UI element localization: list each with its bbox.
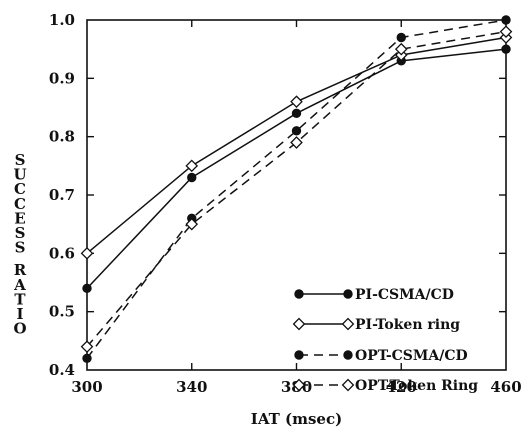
legend: PI-CSMA/CD PI-Token ring OPT-CSMA/CD OPT-To… (292, 287, 478, 394)
data-point (80, 247, 94, 260)
series-opt-csma-cd (82, 15, 511, 364)
x-tick-label: 300 (71, 378, 102, 396)
legend-marker-left (294, 350, 304, 360)
legend-item: PI-Token ring (292, 317, 460, 333)
legend-marker-right (341, 317, 355, 331)
data-point (290, 95, 303, 108)
legend-label: PI-CSMA/CD (355, 287, 454, 303)
legend-marker-left (292, 317, 306, 331)
legend-item: OPT-Token Ring (292, 378, 478, 394)
y-tick-label: 0.8 (49, 128, 75, 146)
data-point (185, 159, 199, 173)
data-point (291, 108, 302, 119)
data-point (499, 25, 513, 38)
x-tick-label: 420 (386, 378, 417, 396)
plot-axes: 3003403804204600.40.50.60.70.80.91.0IAT … (13, 11, 521, 428)
data-point (185, 217, 199, 231)
legend-marker-right (341, 378, 355, 392)
data-point (187, 172, 197, 183)
legend-item: PI-CSMA/CD (294, 287, 454, 303)
y-tick-label: 1.0 (49, 11, 75, 29)
legend-marker-left (292, 378, 306, 392)
data-point (82, 283, 92, 294)
series-layer (80, 15, 513, 364)
y-tick-label: 0.4 (49, 361, 75, 379)
series-line (86, 30, 507, 348)
legend-marker-left (294, 289, 304, 299)
data-point (291, 126, 302, 136)
y-tick-label: 0.7 (49, 186, 75, 204)
legend-marker-right (343, 289, 353, 299)
data-point (501, 15, 511, 25)
y-tick-label: 0.5 (49, 303, 75, 321)
y-tick-label: 0.6 (49, 244, 75, 262)
data-point (501, 44, 511, 54)
series-line (86, 19, 507, 359)
legend-marker-right (343, 350, 353, 360)
series-line (86, 48, 507, 289)
data-point (290, 136, 303, 149)
x-axis-title: IAT (msec) (251, 410, 342, 428)
legend-label: OPT-CSMA/CD (355, 348, 468, 364)
series-pi-csma-cd (82, 44, 511, 294)
data-point (394, 42, 408, 56)
legend-label: PI-Token ring (355, 317, 460, 333)
series-opt-token-ring (80, 25, 513, 353)
data-point (80, 340, 94, 353)
x-tick-label: 460 (490, 378, 521, 396)
legend-label: OPT-Token Ring (355, 378, 478, 394)
data-point (396, 32, 406, 43)
y-tick-label: 0.9 (49, 69, 75, 87)
x-tick-label: 340 (176, 378, 207, 396)
series-pi-token-ring (80, 31, 513, 260)
data-point (82, 353, 92, 364)
legend-item: OPT-CSMA/CD (294, 348, 468, 364)
